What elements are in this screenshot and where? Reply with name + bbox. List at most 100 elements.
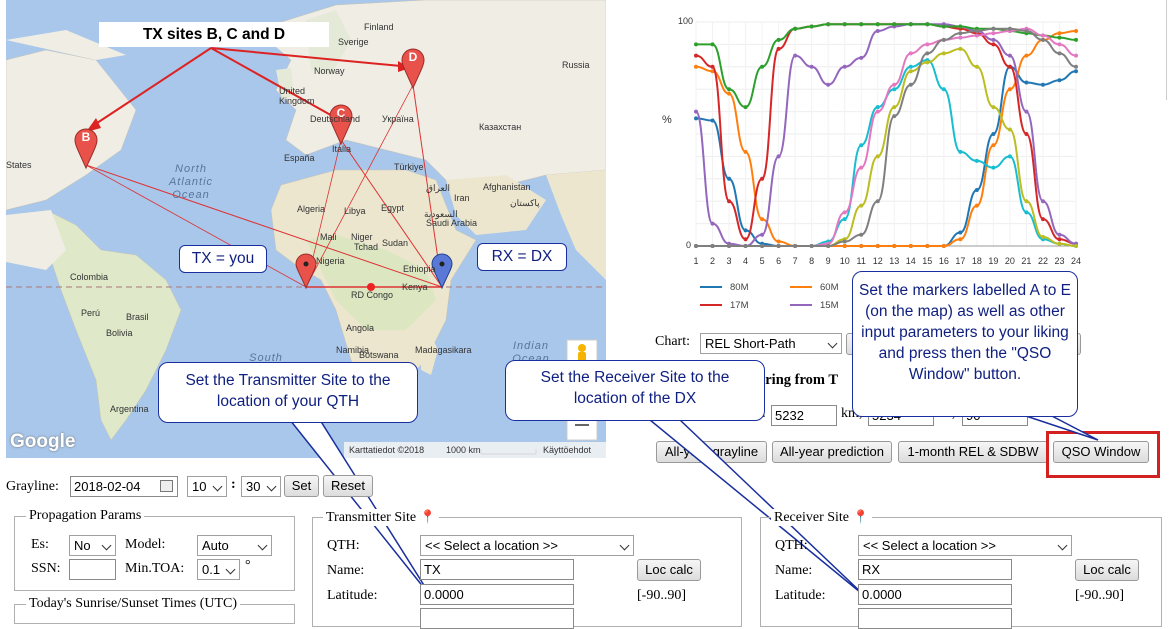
- google-logo[interactable]: Google: [10, 431, 76, 452]
- qso-window-highlight: [1046, 431, 1160, 478]
- grayline-date-field[interactable]: 2018-02-04: [70, 476, 178, 497]
- es-select[interactable]: No: [69, 535, 116, 556]
- data-point: [1024, 109, 1029, 114]
- data-point: [859, 244, 864, 248]
- data-point: [974, 64, 979, 69]
- data-point: [1074, 69, 1078, 74]
- data-point: [1057, 78, 1062, 83]
- tx-loc-calc-button[interactable]: Loc calc: [637, 559, 701, 581]
- map-scale[interactable]: 1000 km: [446, 445, 481, 455]
- data-point: [941, 87, 946, 92]
- bearing-heading: aring from T: [758, 372, 839, 388]
- data-point: [694, 42, 698, 47]
- data-point: [710, 42, 715, 47]
- data-point: [958, 46, 963, 51]
- data-point: [991, 132, 996, 136]
- legend-swatch: [700, 304, 722, 307]
- map-attribution: Karttatiedot ©2018: [349, 445, 425, 455]
- rx-name-field[interactable]: RX: [858, 559, 1012, 580]
- calendar-icon[interactable]: [160, 480, 173, 492]
- data-point: [859, 203, 864, 208]
- legend-item[interactable]: 17M: [700, 300, 748, 311]
- min-toa-select[interactable]: 0.1: [197, 559, 240, 580]
- data-point: [1074, 64, 1078, 69]
- qso-window-button[interactable]: QSO Window: [1053, 441, 1149, 463]
- data-point: [958, 230, 963, 235]
- rx-qth-select[interactable]: << Select a location >>: [858, 535, 1072, 556]
- label-nigeria: Nigeria: [316, 256, 345, 266]
- tx-latitude-field[interactable]: 0.0000: [420, 584, 574, 605]
- data-point: [1040, 199, 1045, 204]
- chart-y-axis-label: %: [662, 114, 672, 126]
- data-point: [743, 237, 748, 242]
- data-point: [892, 87, 897, 92]
- degree-label: °: [245, 558, 251, 573]
- label-argentina: Argentina: [110, 404, 149, 414]
- label-espana: España: [284, 153, 315, 163]
- data-point: [892, 244, 897, 248]
- data-point: [809, 24, 814, 29]
- data-point: [941, 51, 946, 56]
- label-afghanistan: Afghanistan: [483, 182, 531, 192]
- map-view[interactable]: B C D Sverige Finland Norway Russia Unit…: [6, 0, 606, 458]
- label-angola: Angola: [346, 323, 375, 333]
- rx-longitude-field[interactable]: [858, 608, 1012, 629]
- chart-type-select[interactable]: REL Short-Path: [700, 333, 842, 354]
- map-graphics: [6, 0, 606, 455]
- legend-item[interactable]: 80M: [700, 282, 748, 293]
- data-point: [875, 244, 880, 248]
- data-point: [925, 51, 930, 56]
- data-point: [892, 105, 897, 110]
- data-point: [760, 232, 765, 237]
- tx-sites-label: TX sites B, C and D: [99, 22, 329, 47]
- distance-km-field[interactable]: 5232: [771, 405, 837, 426]
- data-point: [710, 221, 715, 226]
- x-tick-label: 15: [922, 256, 933, 266]
- all-year-prediction-button[interactable]: All-year prediction: [772, 441, 892, 463]
- data-point: [941, 244, 946, 248]
- tx-name-field[interactable]: TX: [420, 559, 574, 580]
- legend-item[interactable]: 60M: [790, 282, 838, 293]
- grayline-set-button[interactable]: Set: [284, 475, 319, 497]
- data-point: [1007, 87, 1012, 92]
- label-madagascar: Madagasikara: [415, 345, 472, 355]
- grayline-minute-select[interactable]: 30: [241, 476, 281, 497]
- model-select[interactable]: Auto: [197, 535, 272, 556]
- x-tick-label: 1: [693, 256, 699, 266]
- grayline-reset-button[interactable]: Reset: [323, 475, 373, 497]
- data-point: [1024, 80, 1029, 85]
- data-point: [974, 203, 979, 208]
- map-terms-link[interactable]: Käyttöehdot: [543, 445, 592, 455]
- tx-qth-label: QTH:: [327, 538, 360, 553]
- marker-b-label: B: [81, 130, 91, 144]
- markers-callout: Set the markers labelled A to E (on the …: [852, 271, 1078, 417]
- data-point: [694, 244, 698, 248]
- data-point: [892, 114, 897, 119]
- rx-latitude-field[interactable]: 0.0000: [858, 584, 1012, 605]
- x-tick-label: 21: [1021, 256, 1032, 266]
- x-tick-label: 22: [1037, 256, 1048, 266]
- tx-longitude-field[interactable]: [420, 608, 574, 629]
- data-point: [875, 154, 880, 159]
- label-botswana: Botswana: [359, 350, 399, 360]
- data-point: [925, 22, 930, 27]
- label-ukraine: Україна: [382, 114, 414, 124]
- rx-latitude-label: Latitude:: [775, 588, 826, 603]
- propagation-params-legend: Propagation Params: [26, 508, 145, 524]
- data-point: [859, 22, 864, 27]
- ssn-field[interactable]: [69, 559, 116, 580]
- one-month-rel-sdbw-button[interactable]: 1-month REL & SDBW: [898, 441, 1048, 463]
- data-point: [760, 244, 765, 248]
- data-point: [958, 24, 963, 29]
- tx-qth-select[interactable]: << Select a location >>: [420, 535, 634, 556]
- legend-item[interactable]: 15M: [790, 300, 838, 311]
- label-brasil: Brasil: [126, 312, 149, 322]
- data-point: [760, 176, 765, 181]
- label-tchad: Tchad: [354, 242, 379, 252]
- data-point: [859, 232, 864, 237]
- data-point: [991, 26, 996, 31]
- data-point: [1007, 127, 1012, 132]
- rx-loc-calc-button[interactable]: Loc calc: [1075, 559, 1139, 581]
- data-point: [743, 244, 748, 248]
- grayline-hour-select[interactable]: 10: [187, 476, 227, 497]
